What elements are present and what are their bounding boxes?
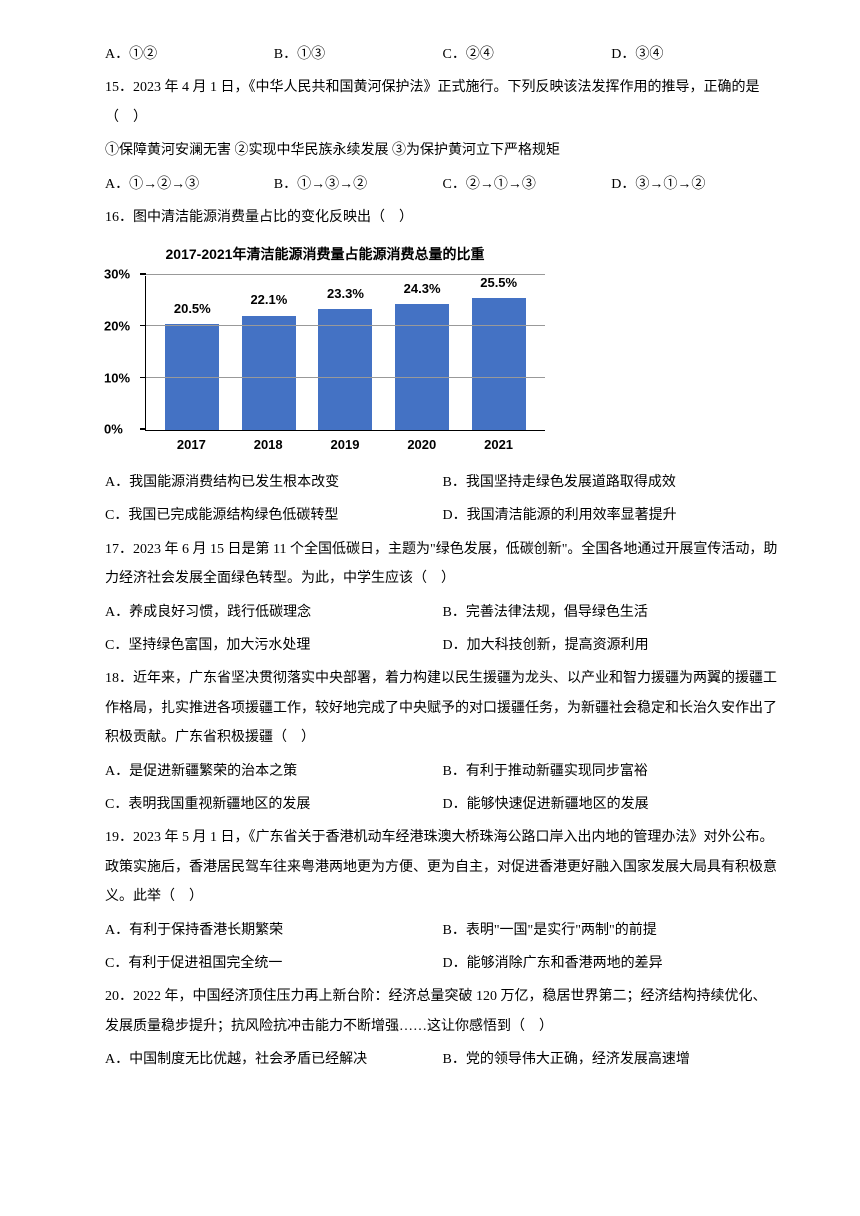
q17-options-row1: A．养成良好习惯，践行低碳理念 B．完善法律法规，倡导绿色生活	[105, 598, 780, 627]
option-b: B．①③	[274, 40, 443, 69]
chart-x-label: 2018	[239, 431, 297, 458]
q17-text: 17．2023 年 6 月 15 日是第 11 个全国低碳日，主题为"绿色发展，…	[105, 535, 780, 594]
option-c: C．有利于促进祖国完全统一	[105, 949, 443, 978]
chart-bar-value: 24.3%	[404, 275, 441, 302]
chart-y-label: 10%	[104, 364, 130, 391]
option-a: A．养成良好习惯，践行低碳理念	[105, 598, 443, 627]
option-a: A．①→②→③	[105, 170, 274, 199]
option-c: C．②→①→③	[443, 170, 612, 199]
chart-bar-value: 23.3%	[327, 280, 364, 307]
chart-x-label: 2019	[316, 431, 374, 458]
chart-y-label: 20%	[104, 313, 130, 340]
option-a: A．有利于保持香港长期繁荣	[105, 916, 443, 945]
option-b: B．表明"一国"是实行"两制"的前提	[443, 916, 781, 945]
chart-bar-value: 20.5%	[174, 295, 211, 322]
q16-options-row1: A．我国能源消费结构已发生根本改变 B．我国坚持走绿色发展道路取得成效	[105, 468, 780, 497]
option-c: C．我国已完成能源结构绿色低碳转型	[105, 501, 443, 530]
q16-text: 16．图中清洁能源消费量占比的变化反映出（ ）	[105, 203, 780, 232]
option-b: B．完善法律法规，倡导绿色生活	[443, 598, 781, 627]
q20-text: 20．2022 年，中国经济顶住压力再上新台阶：经济总量突破 120 万亿，稳居…	[105, 982, 780, 1041]
chart-bar: 25.5%	[470, 269, 528, 430]
chart-plot-area: 20.5%22.1%23.3%24.3%25.5% 0%10%20%30%	[145, 276, 545, 431]
chart-title: 2017-2021年清洁能源消费量占能源消费总量的比重	[105, 240, 545, 269]
option-d: D．我国清洁能源的利用效率显著提升	[443, 501, 781, 530]
chart-bars: 20.5%22.1%23.3%24.3%25.5%	[146, 276, 545, 430]
option-c: C．②④	[443, 40, 612, 69]
option-b: B．①→③→②	[274, 170, 443, 199]
q19-options-row2: C．有利于促进祖国完全统一 D．能够消除广东和香港两地的差异	[105, 949, 780, 978]
option-d: D．加大科技创新，提高资源利用	[443, 631, 781, 660]
chart-bar: 24.3%	[393, 275, 451, 430]
q20-options-row1: A．中国制度无比优越，社会矛盾已经解决 B．党的领导伟大正确，经济发展高速增	[105, 1045, 780, 1074]
option-d: D．③④	[611, 40, 780, 69]
option-a: A．是促进新疆繁荣的治本之策	[105, 757, 443, 786]
option-a: A．我国能源消费结构已发生根本改变	[105, 468, 443, 497]
clean-energy-chart: 2017-2021年清洁能源消费量占能源消费总量的比重 20.5% 22.1% 23…	[105, 240, 545, 458]
chart-bar: 22.1%	[240, 286, 298, 429]
option-b: B．我国坚持走绿色发展道路取得成效	[443, 468, 781, 497]
q17-options-row2: C．坚持绿色富国，加大污水处理 D．加大科技创新，提高资源利用	[105, 631, 780, 660]
q19-text: 19．2023 年 5 月 1 日，《广东省关于香港机动车经港珠澳大桥珠海公路口…	[105, 823, 780, 911]
option-c: C．坚持绿色富国，加大污水处理	[105, 631, 443, 660]
chart-x-label: 2020	[393, 431, 451, 458]
option-a: A．①②	[105, 40, 274, 69]
q16-options-row2: C．我国已完成能源结构绿色低碳转型 D．我国清洁能源的利用效率显著提升	[105, 501, 780, 530]
chart-x-label: 2021	[470, 431, 528, 458]
q18-options-row1: A．是促进新疆繁荣的治本之策 B．有利于推动新疆实现同步富裕	[105, 757, 780, 786]
option-d: D．③→①→②	[611, 170, 780, 199]
option-c: C．表明我国重视新疆地区的发展	[105, 790, 443, 819]
option-d: D．能够消除广东和香港两地的差异	[443, 949, 781, 978]
q15-stems: ①保障黄河安澜无害 ②实现中华民族永续发展 ③为保护黄河立下严格规矩	[105, 136, 780, 165]
option-b: B．有利于推动新疆实现同步富裕	[443, 757, 781, 786]
q18-text: 18．近年来，广东省坚决贯彻落实中央部署，着力构建以民生援疆为龙头、以产业和智力…	[105, 664, 780, 752]
chart-y-label: 30%	[104, 261, 130, 288]
chart-bar-value: 22.1%	[250, 286, 287, 313]
chart-bar: 20.5%	[163, 295, 221, 430]
chart-x-labels: 2017 2018 2019 2020 2021	[145, 431, 545, 458]
option-a: A．中国制度无比优越，社会矛盾已经解决	[105, 1045, 443, 1074]
q19-options-row1: A．有利于保持香港长期繁荣 B．表明"一国"是实行"两制"的前提	[105, 916, 780, 945]
option-d: D．能够快速促进新疆地区的发展	[443, 790, 781, 819]
chart-x-label: 2017	[162, 431, 220, 458]
q14-options: A．①② B．①③ C．②④ D．③④	[105, 40, 780, 69]
chart-y-label: 0%	[104, 416, 123, 443]
q15-text: 15．2023 年 4 月 1 日，《中华人民共和国黄河保护法》正式施行。下列反…	[105, 73, 780, 132]
option-b: B．党的领导伟大正确，经济发展高速增	[443, 1045, 781, 1074]
q18-options-row2: C．表明我国重视新疆地区的发展 D．能够快速促进新疆地区的发展	[105, 790, 780, 819]
q15-options: A．①→②→③ B．①→③→② C．②→①→③ D．③→①→②	[105, 170, 780, 199]
chart-bar: 23.3%	[316, 280, 374, 430]
